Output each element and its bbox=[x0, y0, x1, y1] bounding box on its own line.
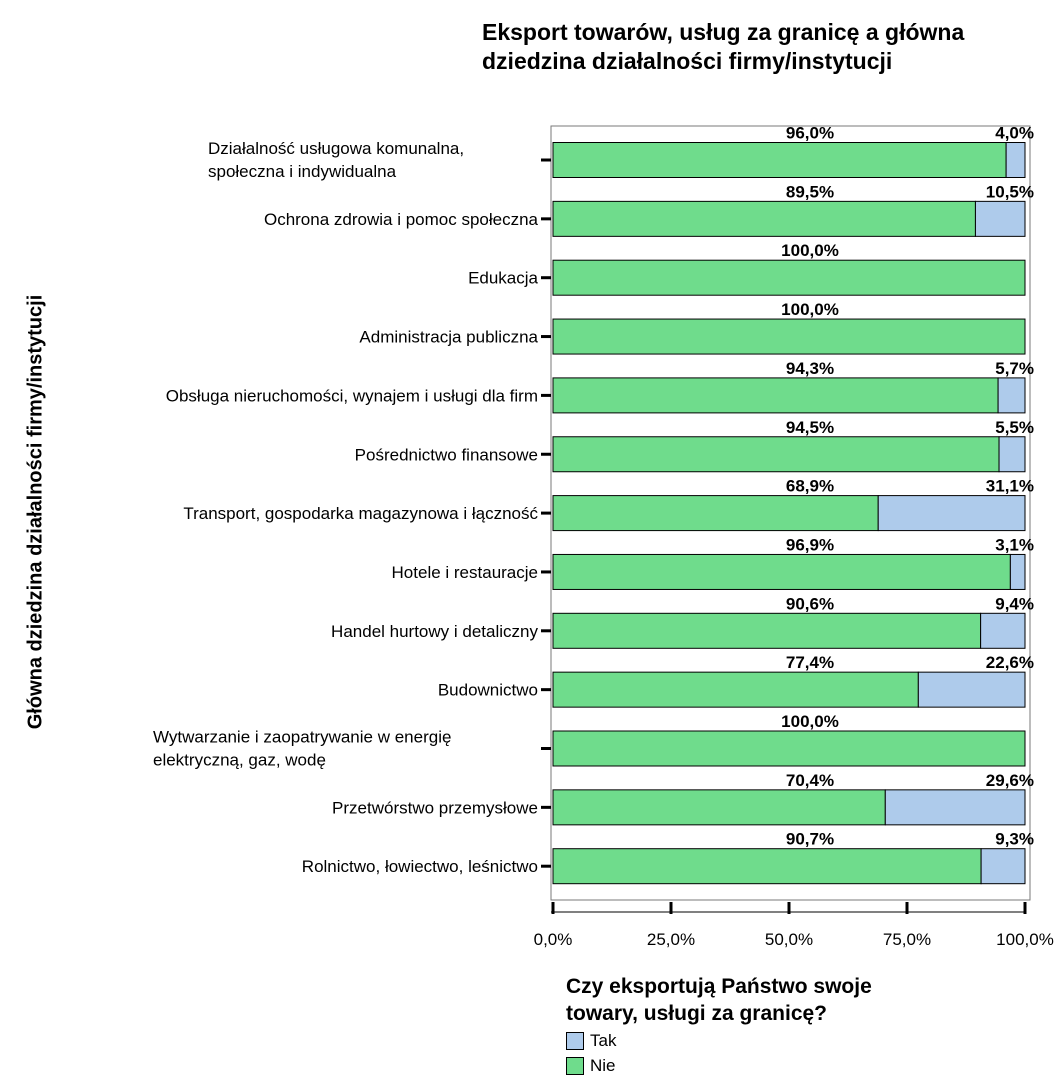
data-label-tak-5: 5,5% bbox=[995, 418, 1034, 437]
x-tick-label-3: 75,0% bbox=[883, 930, 931, 949]
data-label-nie-8: 90,6% bbox=[786, 594, 834, 613]
bar-nie-11 bbox=[552, 789, 886, 826]
legend-label-nie: Nie bbox=[590, 1056, 616, 1075]
legend-title: Czy eksportują Państwo swoje towary, usł… bbox=[566, 975, 872, 1025]
bar-nie-1 bbox=[552, 200, 976, 237]
bar-nie-5 bbox=[552, 436, 1000, 473]
data-label-nie-11: 70,4% bbox=[786, 771, 834, 790]
data-label-tak-7: 3,1% bbox=[995, 535, 1034, 554]
bar-tak-8 bbox=[980, 612, 1026, 649]
legend-swatch-tak bbox=[566, 1032, 584, 1050]
data-label-nie-5: 94,5% bbox=[786, 418, 834, 437]
bar-nie-0 bbox=[552, 142, 1007, 178]
legend-label-tak: Tak bbox=[590, 1031, 617, 1050]
data-label-tak-12: 9,3% bbox=[995, 830, 1034, 849]
category-label-11: Przetwórstwo przemysłowe bbox=[332, 798, 538, 817]
category-label-0: Działalność usługowa komunalna, społeczna… bbox=[208, 139, 464, 181]
x-tick-label-4: 100,0% bbox=[996, 930, 1054, 949]
category-label-9: Budownictwo bbox=[438, 681, 538, 700]
category-label-3: Administracja publiczna bbox=[359, 328, 538, 347]
data-label-tak-8: 9,4% bbox=[995, 594, 1034, 613]
data-label-nie-2: 100,0% bbox=[781, 241, 839, 260]
bar-nie-8 bbox=[552, 612, 982, 649]
data-label-tak-4: 5,7% bbox=[995, 359, 1034, 378]
bar-tak-4 bbox=[997, 377, 1026, 414]
bar-nie-6 bbox=[552, 495, 879, 532]
x-tick-label-0: 0,0% bbox=[534, 930, 573, 949]
bar-nie-3 bbox=[552, 318, 1026, 355]
data-label-nie-9: 77,4% bbox=[786, 653, 834, 672]
category-label-12: Rolnictwo, łowiectwo, leśnictwo bbox=[302, 857, 538, 876]
bar-tak-7 bbox=[1009, 553, 1026, 590]
chart-title: Eksport towarów, usług za granicę a głów… bbox=[482, 19, 965, 74]
data-label-nie-12: 90,7% bbox=[786, 830, 834, 849]
data-label-nie-7: 96,9% bbox=[786, 535, 834, 554]
bar-tak-6 bbox=[877, 495, 1026, 532]
data-label-tak-9: 22,6% bbox=[986, 653, 1034, 672]
bar-tak-1 bbox=[974, 200, 1026, 237]
bar-nie-9 bbox=[552, 671, 919, 708]
x-tick-label-2: 50,0% bbox=[765, 930, 813, 949]
category-label-6: Transport, gospodarka magazynowa i łączn… bbox=[183, 504, 538, 523]
data-label-nie-1: 89,5% bbox=[786, 182, 834, 201]
data-label-tak-6: 31,1% bbox=[986, 477, 1034, 496]
bar-tak-0 bbox=[1005, 142, 1026, 178]
x-tick-label-1: 25,0% bbox=[647, 930, 695, 949]
bar-tak-12 bbox=[980, 848, 1026, 885]
legend: Czy eksportują Państwo swoje towary, usł… bbox=[566, 973, 872, 1077]
bar-nie-10 bbox=[552, 730, 1026, 767]
data-label-nie-4: 94,3% bbox=[786, 359, 834, 378]
data-label-nie-10: 100,0% bbox=[781, 712, 839, 731]
data-label-tak-1: 10,5% bbox=[986, 182, 1034, 201]
category-label-5: Pośrednictwo finansowe bbox=[355, 445, 538, 464]
category-label-10: Wytwarzanie i zaopatrywanie w energię ele… bbox=[153, 728, 451, 770]
category-label-7: Hotele i restauracje bbox=[392, 563, 538, 582]
bar-nie-12 bbox=[552, 848, 982, 885]
bar-nie-2 bbox=[552, 259, 1026, 296]
data-label-nie-6: 68,9% bbox=[786, 477, 834, 496]
category-label-1: Ochrona zdrowia i pomoc społeczna bbox=[264, 210, 539, 229]
bar-tak-5 bbox=[998, 436, 1026, 473]
data-label-nie-0: 96,0% bbox=[786, 124, 834, 143]
data-label-tak-0: 4,0% bbox=[995, 124, 1034, 143]
bar-nie-7 bbox=[552, 553, 1011, 590]
bar-nie-4 bbox=[552, 377, 999, 414]
legend-item-nie: Nie bbox=[566, 1055, 872, 1077]
category-label-8: Handel hurtowy i detaliczny bbox=[331, 622, 538, 641]
legend-item-tak: Tak bbox=[566, 1030, 872, 1052]
category-label-4: Obsługa nieruchomości, wynajem i usługi … bbox=[166, 386, 538, 405]
bar-tak-11 bbox=[884, 789, 1026, 826]
category-label-2: Edukacja bbox=[468, 269, 538, 288]
bar-tak-9 bbox=[917, 671, 1026, 708]
data-label-nie-3: 100,0% bbox=[781, 300, 839, 319]
legend-swatch-nie bbox=[566, 1057, 584, 1075]
data-label-tak-11: 29,6% bbox=[986, 771, 1034, 790]
